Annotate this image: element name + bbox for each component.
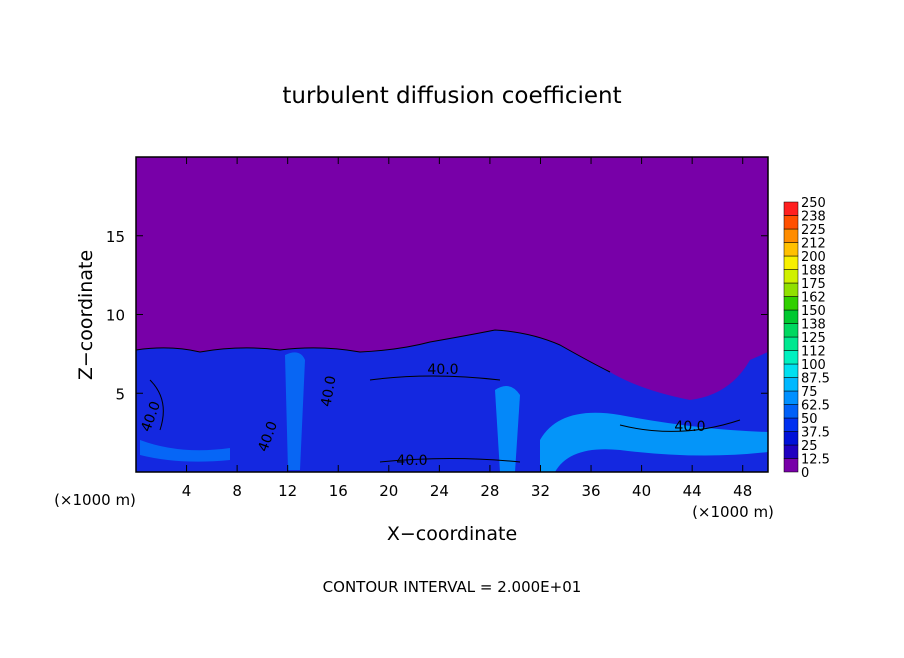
colorbar-swatch xyxy=(783,228,799,243)
colorbar-swatch xyxy=(783,242,799,257)
colorbar-swatch xyxy=(783,201,799,216)
colorbar-swatch xyxy=(783,390,799,405)
x-tick-label: 40 xyxy=(632,482,651,500)
colorbar-label: 238 xyxy=(801,210,826,225)
colorbar-label: 87.5 xyxy=(801,372,830,387)
footer-note: CONTOUR INTERVAL = 2.000E+01 xyxy=(323,578,582,596)
colorbar-label: 100 xyxy=(801,358,826,373)
y-tick-label: 5 xyxy=(115,385,125,403)
y-tick-label: 10 xyxy=(106,307,125,325)
x-unit-label: (×1000 m) xyxy=(692,503,774,521)
x-tick-label: 48 xyxy=(733,482,752,500)
x-tick-label: 24 xyxy=(430,482,449,500)
colorbar-label: 50 xyxy=(801,412,818,427)
colorbar-label: 0 xyxy=(801,466,809,481)
colorbar-swatch xyxy=(783,282,799,297)
colorbar-label: 175 xyxy=(801,277,826,292)
field xyxy=(135,157,768,472)
x-unit-label: (×1000 m) xyxy=(54,491,136,509)
colorbar-swatch xyxy=(783,377,799,392)
contour-label: 40.0 xyxy=(396,453,427,469)
colorbar-label: 188 xyxy=(801,264,826,279)
colorbar-swatch xyxy=(783,444,799,459)
colorbar-swatch xyxy=(783,350,799,365)
field-streak xyxy=(495,386,520,472)
colorbar-swatch xyxy=(783,309,799,324)
colorbar-label: 125 xyxy=(801,331,826,346)
colorbar-swatch xyxy=(783,215,799,230)
colorbar-swatch xyxy=(783,363,799,378)
x-tick-label: 12 xyxy=(278,482,297,500)
colorbar-swatch xyxy=(783,417,799,432)
colorbar-swatch xyxy=(783,269,799,284)
colorbar-label: 112 xyxy=(801,345,826,360)
x-tick-label: 20 xyxy=(379,482,398,500)
x-tick-label: 36 xyxy=(581,482,600,500)
contour-label: 40.0 xyxy=(318,375,339,408)
colorbar-swatch xyxy=(783,404,799,419)
x-axis-label: X−coordinate xyxy=(387,523,517,545)
colorbar-label: 212 xyxy=(801,237,826,252)
x-tick-label: 4 xyxy=(182,482,192,500)
colorbar-swatch xyxy=(783,255,799,270)
chart-title: turbulent diffusion coefficient xyxy=(282,83,621,109)
contour-label: 40.0 xyxy=(427,362,458,378)
colorbar-label: 75 xyxy=(801,385,818,400)
colorbar-label: 62.5 xyxy=(801,399,830,414)
colorbar-label: 162 xyxy=(801,291,826,306)
field-streak xyxy=(285,352,305,470)
contour-line xyxy=(135,329,611,373)
x-tick-label: 8 xyxy=(232,482,242,500)
colorbar-label: 138 xyxy=(801,318,826,333)
colorbar-label: 25 xyxy=(801,439,818,454)
contour-label: 40.0 xyxy=(674,419,705,435)
x-tick-label: 16 xyxy=(329,482,348,500)
colorbar-swatch xyxy=(783,336,799,351)
colorbar-label: 225 xyxy=(801,223,826,238)
colorbar-swatch xyxy=(783,296,799,311)
field-pocket xyxy=(640,376,720,395)
field-streak xyxy=(540,412,768,472)
x-tick-label: 28 xyxy=(480,482,499,500)
colorbar-label: 150 xyxy=(801,304,826,319)
colorbar-label: 250 xyxy=(801,196,826,211)
colorbar-label: 200 xyxy=(801,250,826,265)
colorbar-swatch xyxy=(783,431,799,446)
y-tick-label: 15 xyxy=(106,228,125,246)
field-streak xyxy=(140,440,230,462)
y-axis-label: Z−coordinate xyxy=(75,250,97,380)
colorbar-label: 12.5 xyxy=(801,453,830,468)
colorbar-swatch xyxy=(783,458,799,473)
x-tick-label: 44 xyxy=(683,482,702,500)
contour-line xyxy=(149,375,741,463)
colorbar-swatch xyxy=(783,323,799,338)
colorbar-label: 37.5 xyxy=(801,426,830,441)
x-tick-label: 32 xyxy=(531,482,550,500)
